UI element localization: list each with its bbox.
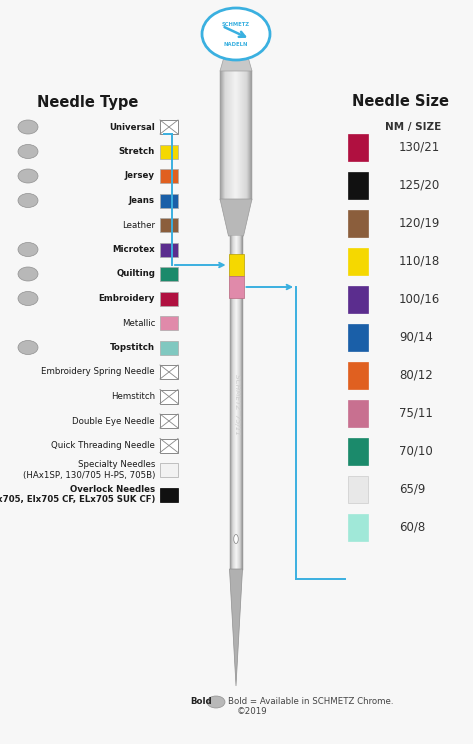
Ellipse shape bbox=[207, 696, 225, 708]
Bar bbox=[348, 362, 368, 388]
Text: Universal: Universal bbox=[109, 123, 155, 132]
Bar bbox=[160, 463, 178, 477]
Text: SCHMETZ: SCHMETZ bbox=[222, 22, 250, 27]
Bar bbox=[160, 316, 178, 330]
Bar bbox=[160, 169, 178, 183]
Bar bbox=[160, 267, 178, 281]
Text: NM / SIZE: NM / SIZE bbox=[385, 122, 441, 132]
Text: 110/18: 110/18 bbox=[399, 254, 440, 268]
Bar bbox=[160, 365, 178, 379]
Bar bbox=[348, 513, 368, 540]
Bar bbox=[160, 243, 178, 257]
Polygon shape bbox=[229, 569, 243, 686]
Bar bbox=[348, 210, 368, 237]
Text: Stretch: Stretch bbox=[119, 147, 155, 156]
Ellipse shape bbox=[18, 267, 38, 281]
Text: Needle Size: Needle Size bbox=[351, 94, 448, 109]
Text: Overlock Needles
(ELx705, Elx705 CF, ELx705 SUK CF): Overlock Needles (ELx705, Elx705 CF, ELx… bbox=[0, 485, 155, 504]
Text: 130/21: 130/21 bbox=[399, 141, 440, 153]
Bar bbox=[348, 400, 368, 426]
Text: Metallic: Metallic bbox=[122, 318, 155, 327]
Text: Jersey: Jersey bbox=[125, 172, 155, 181]
Text: Bold = Available in SCHMETZ Chrome.: Bold = Available in SCHMETZ Chrome. bbox=[228, 698, 394, 707]
Ellipse shape bbox=[18, 243, 38, 257]
Ellipse shape bbox=[18, 144, 38, 158]
Text: Double Eye Needle: Double Eye Needle bbox=[72, 417, 155, 426]
Ellipse shape bbox=[18, 169, 38, 183]
Text: Hemstitch: Hemstitch bbox=[111, 392, 155, 401]
Bar bbox=[348, 324, 368, 350]
Bar bbox=[228, 276, 244, 298]
Bar bbox=[160, 414, 178, 428]
Bar bbox=[348, 475, 368, 502]
Text: Embroidery Spring Needle: Embroidery Spring Needle bbox=[41, 368, 155, 376]
Text: Specialty Needles
(HAx1SP, 130/705 H-PS, 705B): Specialty Needles (HAx1SP, 130/705 H-PS,… bbox=[23, 461, 155, 480]
Ellipse shape bbox=[18, 341, 38, 354]
Polygon shape bbox=[220, 199, 252, 236]
Text: 120/19: 120/19 bbox=[399, 217, 440, 229]
Text: Needle Type: Needle Type bbox=[37, 94, 139, 109]
Ellipse shape bbox=[18, 120, 38, 134]
Bar bbox=[348, 286, 368, 312]
Text: 80/12: 80/12 bbox=[399, 368, 433, 382]
Bar bbox=[348, 133, 368, 161]
Text: Jeans: Jeans bbox=[129, 196, 155, 205]
Text: Quilting: Quilting bbox=[116, 269, 155, 278]
Bar bbox=[160, 341, 178, 354]
Bar bbox=[160, 218, 178, 232]
Text: 90/14: 90/14 bbox=[399, 330, 433, 344]
Text: Microtex: Microtex bbox=[112, 245, 155, 254]
Text: SCHMETZ  75/11: SCHMETZ 75/11 bbox=[234, 373, 240, 434]
Bar bbox=[348, 437, 368, 464]
Bar bbox=[160, 144, 178, 158]
Bar bbox=[228, 254, 244, 276]
Polygon shape bbox=[220, 57, 252, 71]
Text: 60/8: 60/8 bbox=[399, 521, 425, 533]
Bar bbox=[160, 120, 178, 134]
Bar bbox=[160, 292, 178, 306]
Bar bbox=[348, 248, 368, 275]
Bar bbox=[348, 172, 368, 199]
Ellipse shape bbox=[18, 292, 38, 306]
Text: 125/20: 125/20 bbox=[399, 179, 440, 191]
Bar bbox=[160, 438, 178, 452]
Text: 70/10: 70/10 bbox=[399, 444, 433, 458]
Bar bbox=[160, 193, 178, 208]
Text: Quick Threading Needle: Quick Threading Needle bbox=[51, 441, 155, 450]
Text: Embroidery: Embroidery bbox=[99, 294, 155, 303]
Bar bbox=[160, 390, 178, 403]
Text: ©2019: ©2019 bbox=[237, 708, 268, 716]
Text: NADELN: NADELN bbox=[224, 42, 248, 46]
Text: Bold: Bold bbox=[190, 698, 212, 707]
Text: 100/16: 100/16 bbox=[399, 292, 440, 306]
Text: Leather: Leather bbox=[122, 220, 155, 229]
Text: Topstitch: Topstitch bbox=[110, 343, 155, 352]
Text: 75/11: 75/11 bbox=[399, 406, 433, 420]
Bar bbox=[160, 487, 178, 501]
Ellipse shape bbox=[202, 8, 270, 60]
Ellipse shape bbox=[18, 193, 38, 208]
Ellipse shape bbox=[234, 534, 238, 544]
Text: 65/9: 65/9 bbox=[399, 483, 425, 496]
